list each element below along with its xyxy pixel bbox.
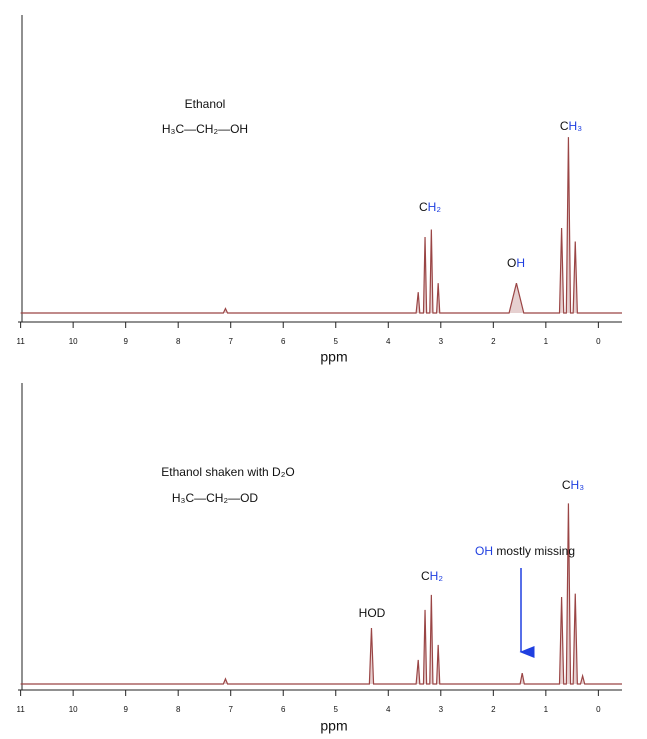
annotation-part: H₃ <box>569 119 583 133</box>
x-axis-label: ppm <box>320 349 347 365</box>
x-axis-label: ppm <box>320 718 347 734</box>
annotation-part: Ethanol shaken with D₂O <box>161 465 294 479</box>
annotation-part: Ethanol <box>185 97 226 111</box>
x-tick-label: 7 <box>228 337 233 346</box>
annotation-part: H <box>516 256 525 270</box>
x-tick-label: 1 <box>544 337 549 346</box>
annotation-part: H₃ <box>571 478 585 492</box>
annotation: OH mostly missing <box>475 544 575 558</box>
x-tick-label: 3 <box>439 705 444 714</box>
x-tick-label: 7 <box>228 705 233 714</box>
x-tick-label: 4 <box>386 337 391 346</box>
x-tick-label: 9 <box>123 337 128 346</box>
x-tick-label: 5 <box>334 337 339 346</box>
x-tick-label: 8 <box>176 337 181 346</box>
x-tick-label: 3 <box>439 337 444 346</box>
x-tick-label: 6 <box>281 705 286 714</box>
annotation: H₃C—CH₂—OH <box>162 122 248 136</box>
annotation-part: C <box>560 119 569 133</box>
annotation-part: H₂ <box>430 569 444 583</box>
annotation-part: H₃C—CH₂—OD <box>172 491 259 505</box>
x-tick-label: 5 <box>334 705 339 714</box>
x-tick-label: 2 <box>491 337 496 346</box>
annotation-part: C <box>419 200 428 214</box>
annotation: Ethanol <box>185 97 226 111</box>
annotation: CH₂ <box>421 569 443 583</box>
x-tick-label: 10 <box>69 337 78 346</box>
annotation-part: H <box>484 544 493 558</box>
x-tick-label: 11 <box>16 705 25 714</box>
x-tick-label: 1 <box>544 705 549 714</box>
annotation: CH₃ <box>560 119 582 133</box>
spectrum-fill <box>20 137 622 313</box>
x-tick-label: 6 <box>281 337 286 346</box>
x-tick-label: 4 <box>386 705 391 714</box>
annotation: CH₃ <box>562 478 584 492</box>
x-tick-label: 2 <box>491 705 496 714</box>
x-tick-label: 11 <box>16 337 25 346</box>
annotation: CH₂ <box>419 200 441 214</box>
annotation-part: HOD <box>359 606 386 620</box>
annotation-part: H₂ <box>428 200 442 214</box>
annotation-part: O <box>507 256 516 270</box>
x-tick-label: 8 <box>176 705 181 714</box>
annotation-part: C <box>562 478 571 492</box>
annotation-part: O <box>475 544 484 558</box>
spectrum-line <box>20 503 622 685</box>
spectrum-fill <box>20 503 622 684</box>
annotation: HOD <box>359 606 386 620</box>
x-tick-label: 0 <box>596 705 601 714</box>
x-tick-label: 9 <box>123 705 128 714</box>
annotation: H₃C—CH₂—OD <box>172 491 259 505</box>
annotation-part: C <box>421 569 430 583</box>
annotation-part: H₃C—CH₂—OH <box>162 122 248 136</box>
annotation: Ethanol shaken with D₂O <box>161 465 294 479</box>
annotation-part: mostly missing <box>493 544 575 558</box>
x-tick-label: 10 <box>69 705 78 714</box>
spectrum-line <box>20 137 622 314</box>
annotation: OH <box>507 256 525 270</box>
x-tick-label: 0 <box>596 337 601 346</box>
